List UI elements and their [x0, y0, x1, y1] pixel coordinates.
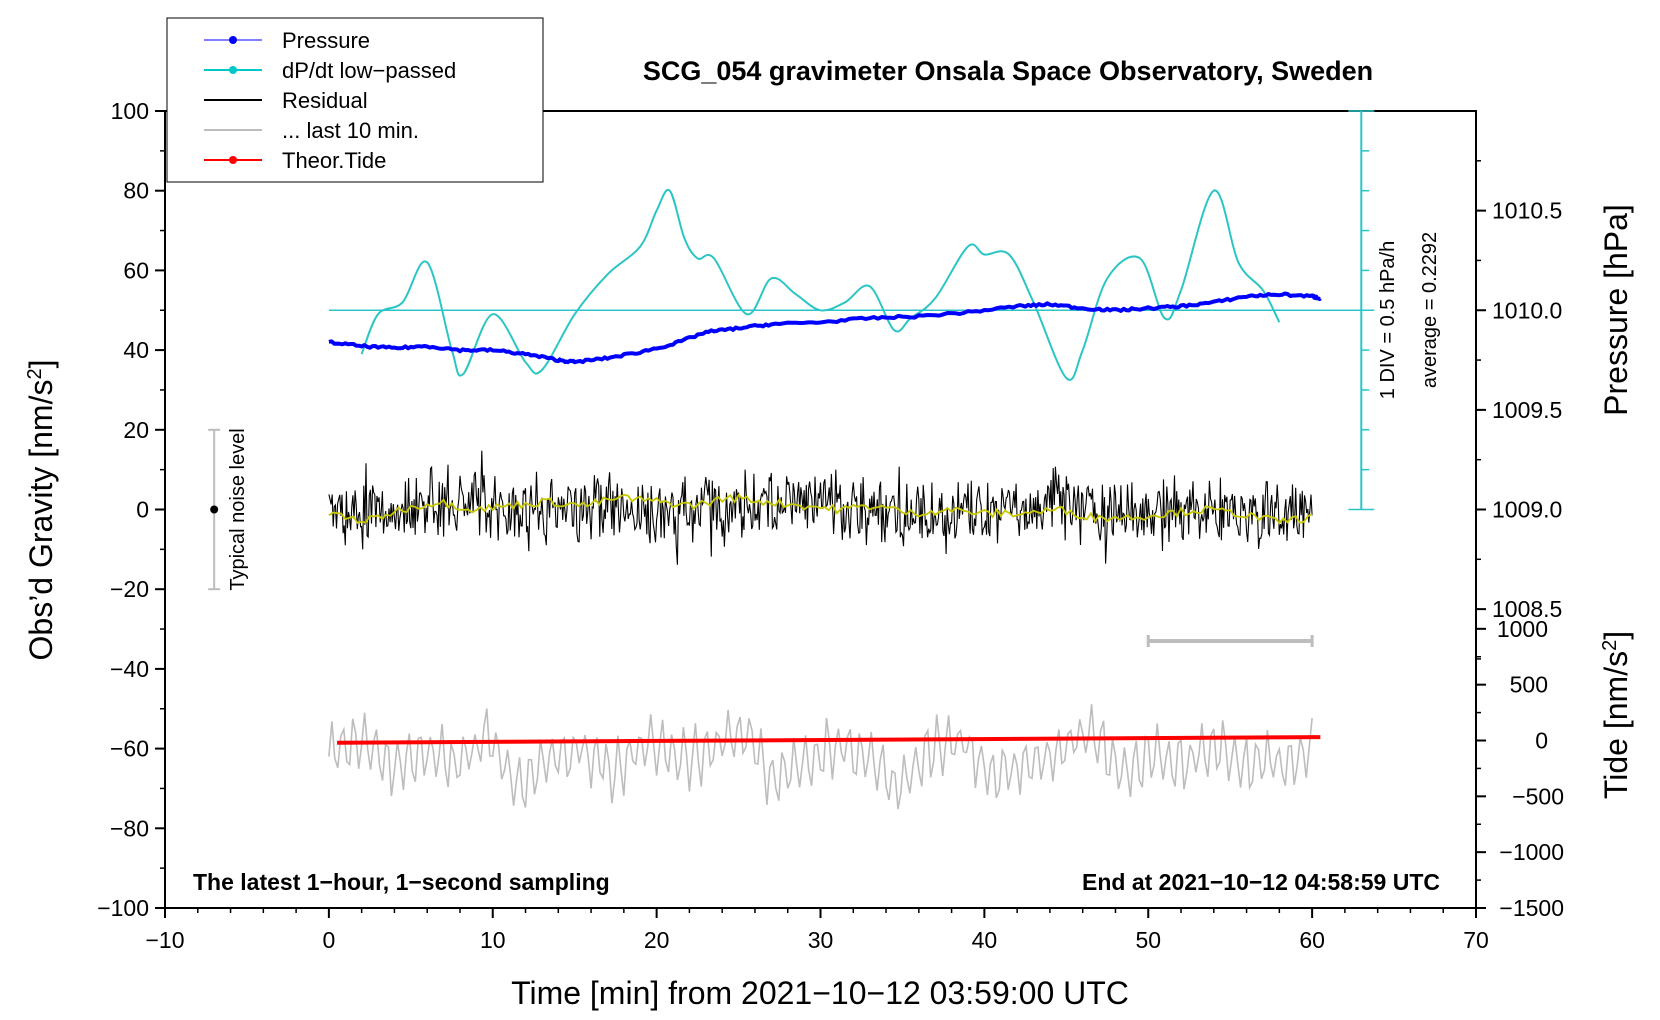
- x-tick-label: 0: [322, 927, 335, 953]
- x-tick-label: 70: [1463, 927, 1489, 953]
- y-tick-label: 80: [123, 178, 149, 204]
- y-tick-label: −80: [110, 815, 149, 841]
- series-residual-lowpassed: [328, 493, 1313, 525]
- y-tick-label: −60: [110, 736, 149, 762]
- pressure-tick-label: 1010.0: [1492, 297, 1562, 323]
- legend-label: dP/dt low−passed: [282, 58, 456, 83]
- legend-marker: [229, 36, 237, 44]
- y-axis-label-tide-sup: 2: [1599, 640, 1621, 651]
- y-axis-tide: 1000 500 0 −500 −1000 −1500: [1476, 616, 1564, 921]
- y-axis-label-pressure: Pressure [hPa]: [1598, 204, 1634, 416]
- x-tick-label: 30: [808, 927, 834, 953]
- footer-right: End at 2021−10−12 04:58:59 UTC: [1082, 869, 1440, 895]
- noise-point: [210, 505, 219, 514]
- footer-left: The latest 1−hour, 1−second sampling: [193, 869, 610, 895]
- pressure-tick-label: 1009.0: [1492, 497, 1562, 523]
- tide-tick-label: −1500: [1499, 895, 1564, 921]
- series-layer: [328, 188, 1322, 810]
- y-tick-label: 20: [123, 417, 149, 443]
- y-axis-label-left-main: Obs’d Gravity [nm/s: [23, 380, 59, 661]
- tide-tick-label: 0: [1535, 728, 1548, 754]
- x-tick-label: 50: [1135, 927, 1161, 953]
- y-axis-pressure: 1010.5 1010.0 1009.5 1009.0 1008.5: [1476, 160, 1562, 660]
- legend-marker: [229, 156, 237, 164]
- x-tick-label: −10: [145, 927, 184, 953]
- x-tick-label: 10: [480, 927, 506, 953]
- tide-tick-label: −1000: [1499, 839, 1564, 865]
- x-tick-label: 20: [644, 927, 670, 953]
- y-axis-label-left-sup: 2: [24, 368, 46, 379]
- legend-marker: [229, 66, 237, 74]
- y-tick-label: 100: [111, 98, 149, 124]
- tide-tick-label: −500: [1512, 783, 1564, 809]
- y-tick-label: 40: [123, 337, 149, 363]
- y-axis-left: 100 80 60 40 20 0 −20 −40 −60 −80 −100: [97, 98, 165, 921]
- legend-label: Residual: [282, 88, 368, 113]
- x-axis-label: Time [min] from 2021−10−12 03:59:00 UTC: [511, 975, 1129, 1011]
- legend-label: ... last 10 min.: [282, 118, 419, 143]
- typical-noise-level: Typical noise level: [208, 428, 249, 591]
- chart-title: SCG_054 gravimeter Onsala Space Observat…: [643, 56, 1373, 86]
- dpdt-scale-label: 1 DIV = 0.5 hPa/h: [1377, 241, 1399, 399]
- y-axis-label-tide-main: Tide [nm/s: [1598, 651, 1634, 799]
- x-tick-label: 60: [1299, 927, 1325, 953]
- y-axis-label-tide-end: ]: [1598, 631, 1634, 640]
- pressure-tick-label: 1010.5: [1492, 198, 1562, 224]
- y-axis-label-left: Obs’d Gravity [nm/s2]: [23, 360, 59, 661]
- y-tick-label: 0: [136, 497, 149, 523]
- pressure-tick-label: 1009.5: [1492, 397, 1562, 423]
- noise-label: Typical noise level: [227, 428, 249, 590]
- dpdt-scale: 1 DIV = 0.5 hPa/h average = 0.2292: [328, 110, 1441, 511]
- y-tick-label: −20: [110, 576, 149, 602]
- x-axis: −10 0 10 20 30 40 50 60 70: [145, 908, 1489, 953]
- series-theor-tide: [337, 735, 1321, 745]
- y-tick-label: −100: [97, 895, 149, 921]
- legend-label: Theor.Tide: [282, 148, 386, 173]
- tide-tick-label: 500: [1510, 672, 1548, 698]
- series-dpdt: [360, 188, 1281, 381]
- legend: Pressure dP/dt low−passed Residual ... last…: [166, 17, 544, 183]
- y-tick-label: 60: [123, 257, 149, 283]
- tide-tick-label: 1000: [1497, 616, 1548, 642]
- x-tick-label: 40: [972, 927, 998, 953]
- pressure-tick-label: 1008.5: [1492, 596, 1562, 622]
- dpdt-average-label: average = 0.2292: [1419, 232, 1441, 388]
- y-axis-label-tide: Tide [nm/s2]: [1598, 631, 1634, 799]
- y-tick-label: −40: [110, 656, 149, 682]
- y-axis-label-left-end: ]: [23, 360, 59, 369]
- legend-label: Pressure: [282, 28, 370, 53]
- series-pressure: [328, 291, 1322, 365]
